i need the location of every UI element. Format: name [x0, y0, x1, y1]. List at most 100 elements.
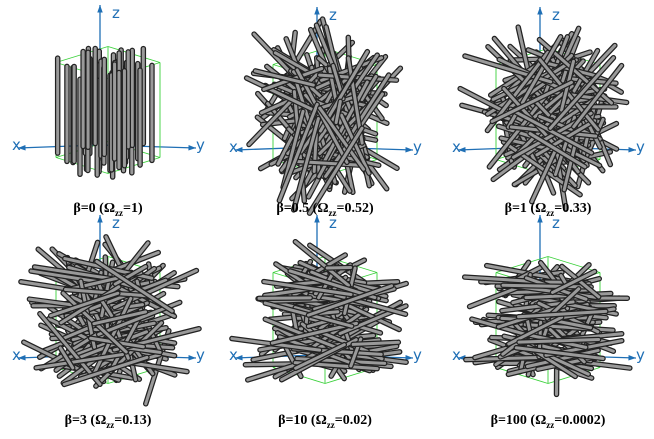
panel: z x y β=3 (Ωzz=0.13) [12, 214, 205, 430]
caption: β=0.5 (Ωzz=0.52) [276, 201, 374, 218]
axis-arrow [188, 145, 196, 151]
axis-arrow [628, 147, 636, 153]
axis-label: x [229, 346, 238, 364]
caption-text: β=0 (Ω [73, 201, 115, 216]
fiber [308, 126, 364, 215]
axis-arrow [314, 7, 320, 15]
axis-arrow [235, 146, 243, 153]
fiber [270, 321, 358, 345]
panel: z x y β=0.5 (Ωzz=0.52) [229, 6, 422, 218]
axis-arrow [18, 354, 26, 361]
caption: β=0 (Ωzz=1) [73, 201, 143, 218]
fiber [74, 330, 149, 361]
caption-subscript: zz [327, 420, 335, 430]
axis-label: y [636, 138, 645, 156]
cube-edge [547, 256, 601, 273]
fiber [262, 280, 353, 296]
caption-text: =0.0002) [554, 413, 605, 428]
caption-text: β=0.5 (Ω [276, 201, 328, 216]
axis-arrow [405, 147, 413, 153]
axis-label: z [552, 6, 560, 24]
axis-label: y [413, 138, 422, 156]
caption-subscript: zz [546, 420, 554, 430]
caption-text: =1) [123, 201, 143, 216]
fiber [551, 269, 597, 294]
axis-arrow [188, 355, 196, 361]
fiber [509, 107, 594, 155]
fiber [99, 298, 114, 318]
caption: β=10 (Ωzz=0.02) [278, 413, 372, 430]
axis-arrow [458, 146, 466, 153]
panel: z x y β=10 (Ωzz=0.02) [229, 214, 422, 430]
axis-label: z [112, 4, 120, 22]
caption-subscript: zz [115, 208, 123, 218]
caption-text: =0.33) [554, 201, 591, 216]
axis-arrow [537, 7, 543, 15]
axis-arrow [537, 215, 543, 223]
caption-text: =0.52) [337, 201, 374, 216]
fiber [293, 240, 350, 287]
caption: β=1 (Ωzz=0.33) [505, 201, 592, 218]
fiber [321, 290, 408, 316]
caption-subscript: zz [546, 208, 554, 218]
axis-label: y [196, 136, 205, 154]
fiber [501, 283, 593, 289]
fiber [95, 260, 174, 313]
axis-arrow [314, 215, 320, 223]
caption: β=100 (Ωzz=0.0002) [491, 413, 606, 430]
fiber [317, 56, 328, 67]
fiber [38, 312, 102, 386]
fiber [572, 64, 624, 129]
fiber [306, 284, 394, 317]
fiber [105, 343, 162, 354]
fiber [499, 136, 584, 158]
axis-arrow [18, 144, 26, 151]
axis-label: z [552, 214, 560, 232]
axis-label: x [452, 346, 461, 364]
fiber [281, 109, 305, 189]
fiber [294, 343, 346, 370]
fiber [62, 355, 149, 386]
fiber [534, 349, 577, 378]
fiber [34, 353, 124, 370]
fiber [135, 279, 140, 287]
axis-label: x [12, 346, 21, 364]
fiber [490, 80, 573, 123]
fiber [526, 348, 600, 369]
panel: z x y β=0 (Ωzz=1) [12, 4, 205, 218]
caption-text: =0.13) [114, 413, 151, 428]
fiber [517, 309, 608, 319]
axis-arrow [628, 355, 636, 361]
fiber [507, 315, 564, 346]
panel: z x y β=100 (Ωzz=0.0002) [452, 214, 645, 430]
fiber [538, 58, 600, 132]
fiber [49, 291, 120, 318]
fiber [288, 269, 377, 300]
axis-arrow [97, 215, 103, 223]
cube-edge [495, 367, 549, 384]
axis-label: z [329, 6, 337, 24]
fiber [318, 106, 366, 171]
caption-text: β=10 (Ω [278, 413, 327, 428]
fiber [92, 310, 148, 326]
caption-text: β=100 (Ω [491, 413, 547, 428]
caption-subscript: zz [106, 420, 114, 430]
fiber [514, 346, 605, 361]
axis-arrow [97, 5, 103, 13]
axis-label: y [413, 346, 422, 364]
axis-label: z [329, 214, 337, 232]
caption-text: β=1 (Ω [505, 201, 547, 216]
axis-label: x [452, 138, 461, 156]
fiber [257, 296, 312, 300]
axis-label: y [636, 346, 645, 364]
fiber [351, 340, 400, 346]
fiber [517, 338, 601, 344]
fiber [360, 74, 378, 102]
fiber [292, 117, 320, 212]
panel: z x y β=1 (Ωzz=0.33) [452, 6, 645, 218]
fiber [528, 132, 587, 169]
axis-label: z [112, 214, 120, 232]
caption-text: β=3 (Ω [65, 413, 107, 428]
fiber [253, 69, 315, 87]
